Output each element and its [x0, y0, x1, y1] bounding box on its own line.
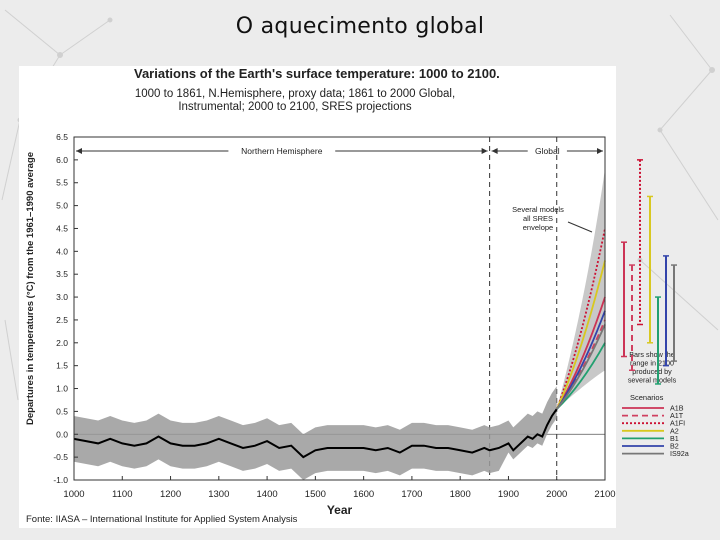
source-credit: Fonte: IIASA – International Institute f…: [26, 514, 298, 525]
envelope-annotation: Several models: [512, 205, 564, 214]
scenario-line-a2: [555, 260, 606, 410]
region-arrowhead: [491, 148, 498, 154]
y-tick-label: 0.0: [56, 429, 68, 439]
y-tick-label: 2.5: [56, 315, 68, 325]
region-arrowhead: [481, 148, 488, 154]
y-tick-label: 5.5: [56, 178, 68, 188]
y-tick-label: 3.0: [56, 292, 68, 302]
region-arrowhead: [597, 148, 603, 154]
envelope-annotation: all SRES: [523, 214, 553, 223]
region-label: Northern Hemisphere: [241, 146, 323, 156]
y-tick-label: 4.0: [56, 246, 68, 256]
legend-label-is92a: IS92a: [670, 449, 689, 458]
y-tick-label: 3.5: [56, 269, 68, 279]
y-tick-label: 4.5: [56, 223, 68, 233]
y-tick-label: 1.0: [56, 384, 68, 394]
region-arrowhead: [76, 148, 82, 154]
slide-title: O aquecimento global: [235, 14, 485, 39]
y-tick-label: 6.0: [56, 155, 68, 165]
uncertainty-band: [74, 386, 557, 480]
y-tick-label: -1.0: [53, 475, 68, 485]
annotation-arrow: [567, 221, 593, 233]
bars-note: several models: [628, 376, 677, 385]
x-tick-label: 1200: [160, 489, 181, 500]
y-axis-label: Departures in temperatures (°C) from the…: [25, 152, 36, 425]
x-tick-label: 2100: [594, 489, 615, 500]
y-tick-label: 0.5: [56, 406, 68, 416]
x-tick-label: 1600: [353, 489, 374, 500]
legend-label-a1t: A1T: [670, 411, 684, 420]
x-tick-label: 1700: [401, 489, 422, 500]
bars-note: Bars show the: [629, 350, 675, 359]
x-tick-label: 1500: [305, 489, 326, 500]
legend-label-a1fi: A1FI: [670, 419, 685, 428]
legend-label-a1b: A1B: [670, 404, 684, 413]
x-axis-label: Year: [327, 503, 353, 517]
chart-subtitle: 1000 to 1861, N.Hemisphere, proxy data; …: [134, 88, 456, 113]
x-tick-label: 1300: [208, 489, 229, 500]
legend-label-b2: B2: [670, 442, 679, 451]
x-tick-label: 1900: [498, 489, 519, 500]
x-tick-label: 1100: [112, 489, 132, 500]
legend-title: Scenarios: [630, 393, 664, 402]
temperature-record-line: [73, 408, 558, 459]
scenario-line-a1fi: [555, 228, 606, 410]
x-tick-label: 1400: [257, 489, 278, 500]
y-tick-label: 1.5: [56, 361, 68, 371]
envelope-annotation: envelope: [523, 223, 553, 232]
y-tick-label: 5.0: [56, 201, 68, 211]
bars-note: range in 2100: [630, 359, 674, 368]
x-tick-label: 1000: [63, 489, 84, 500]
plot-frame: [73, 136, 606, 481]
bars-note: produced by: [632, 367, 672, 376]
scenario-line-is92a: [556, 324, 606, 410]
y-tick-label: 6.5: [56, 132, 68, 142]
x-tick-label: 1800: [450, 489, 471, 500]
legend-label-b1: B1: [670, 434, 679, 443]
region-label: Global: [535, 146, 560, 156]
scenario-line-a1t: [556, 319, 606, 410]
legend-label-a2: A2: [670, 426, 679, 435]
x-tick-label: 2000: [546, 489, 567, 500]
y-tick-label: -0.5: [53, 452, 68, 462]
y-tick-label: 2.0: [56, 338, 68, 348]
chart-title: Variations of the Earth's surface temper…: [134, 66, 500, 81]
